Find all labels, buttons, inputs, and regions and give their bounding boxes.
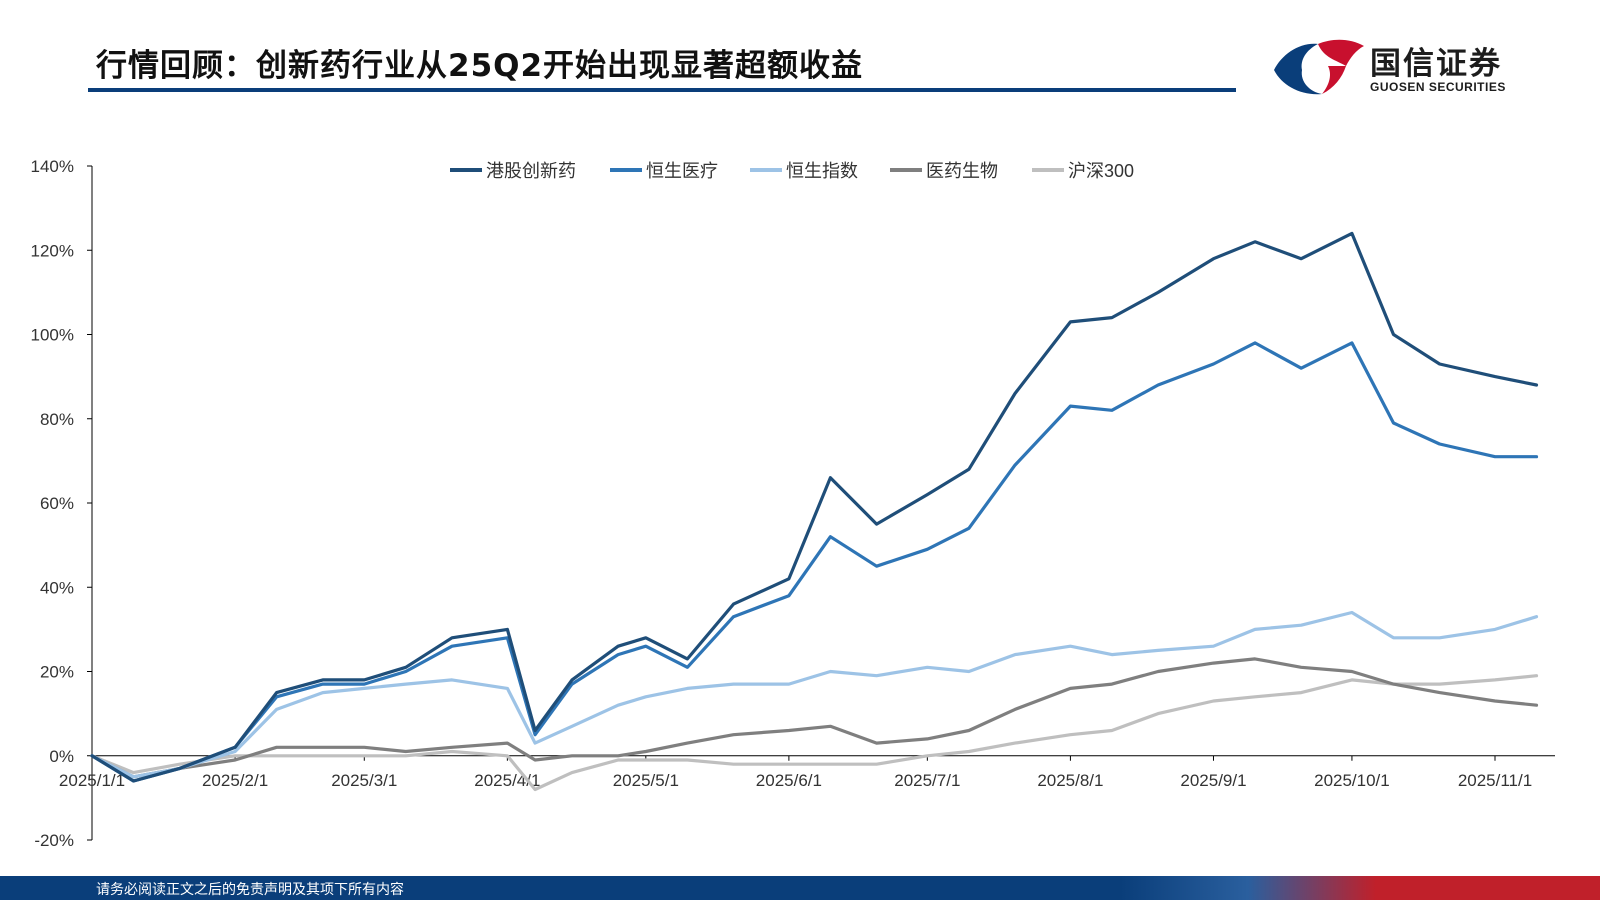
- x-tick-label: 2025/8/1: [1037, 771, 1103, 790]
- y-tick-label: 20%: [40, 663, 74, 682]
- y-tick-label: 120%: [31, 241, 74, 260]
- title-underline: [88, 88, 1236, 92]
- x-axis: 2025/1/1 2025/2/1 2025/3/1 2025/4/1 2025/5/1…: [59, 755, 1555, 790]
- logo-english-name: GUOSEN SECURITIES: [1370, 80, 1506, 94]
- logo-chinese-name: 国信证券: [1370, 46, 1502, 82]
- footer-disclaimer: 请务必阅读正文之后的免责声明及其项下所有内容: [96, 882, 404, 898]
- legend-label: 恒生医疗: [646, 161, 718, 181]
- x-tick-label: 2025/9/1: [1180, 771, 1246, 790]
- x-tick-label: 2025/7/1: [894, 771, 960, 790]
- chart-legend: 港股创新药 恒生医疗 恒生指数 医药生物 沪深300: [450, 161, 1134, 181]
- legend-label: 恒生指数: [786, 161, 858, 181]
- company-logo: 国信证券 GUOSEN SECURITIES: [1272, 36, 1532, 98]
- y-tick-label: 100%: [31, 326, 74, 345]
- y-tick-label: 40%: [40, 578, 74, 597]
- y-tick-label: 140%: [31, 157, 74, 176]
- x-tick-label: 2025/11/1: [1458, 771, 1532, 790]
- x-tick-label: 2025/5/1: [613, 771, 679, 790]
- series-line-1: [90, 341, 1539, 783]
- series-line-0: [90, 231, 1539, 783]
- y-tick-label: 0%: [49, 747, 74, 766]
- page-title: 行情回顾：创新药行业从25Q2开始出现显著超额收益: [96, 48, 864, 84]
- series-line-2: [90, 610, 1539, 779]
- series-line-3: [90, 657, 1539, 779]
- footer-bar: 请务必阅读正文之后的免责声明及其项下所有内容: [0, 876, 1600, 900]
- legend-label: 港股创新药: [486, 161, 576, 181]
- x-tick-label: 2025/2/1: [202, 771, 268, 790]
- series-line-4: [90, 674, 1539, 792]
- logo-emblem-icon: [1274, 39, 1364, 95]
- legend-label: 沪深300: [1068, 161, 1134, 181]
- y-tick-label: -20%: [34, 831, 74, 850]
- legend-label: 医药生物: [926, 161, 998, 181]
- x-tick-label: 2025/3/1: [331, 771, 397, 790]
- x-tick-label: 2025/4/1: [474, 771, 540, 790]
- x-tick-label: 2025/1/1: [59, 771, 125, 790]
- chart-series: [90, 231, 1539, 792]
- x-tick-label: 2025/10/1: [1314, 771, 1390, 790]
- x-tick-label: 2025/6/1: [756, 771, 822, 790]
- y-tick-label: 60%: [40, 494, 74, 513]
- y-tick-label: 80%: [40, 410, 74, 429]
- y-axis: -20% 0% 20% 40% 60% 80% 100% 120% 140%: [31, 157, 93, 850]
- line-chart: 港股创新药 恒生医疗 恒生指数 医药生物 沪深300 -20% 0% 20% 40% 60% 80…: [31, 157, 1555, 850]
